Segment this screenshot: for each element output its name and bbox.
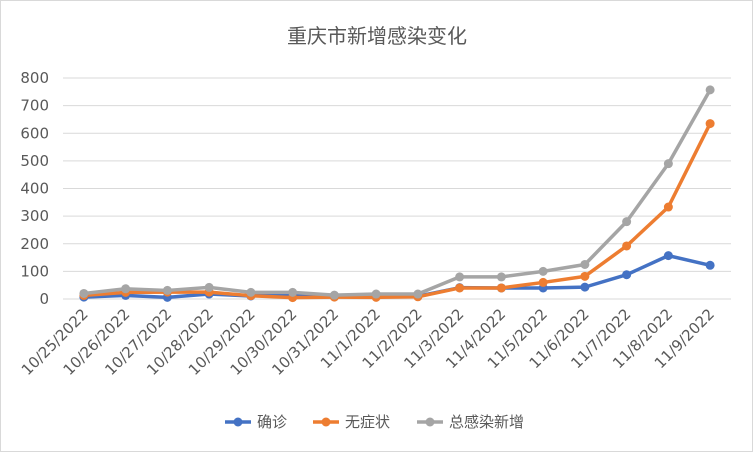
data-point xyxy=(496,272,506,282)
data-point xyxy=(705,119,715,129)
legend-item: 总感染新增 xyxy=(417,413,524,431)
legend-swatch-marker xyxy=(321,417,331,427)
series-line xyxy=(82,121,712,300)
data-point xyxy=(246,287,256,297)
legend: 确诊 无症状 总感染新增 xyxy=(225,413,524,431)
data-point xyxy=(622,270,632,280)
y-axis-ticks: 0 100 200 300 400 500 600 700 800 xyxy=(20,69,49,308)
y-tick-label: 600 xyxy=(20,124,49,142)
y-tick-label: 0 xyxy=(39,290,49,308)
y-tick-label: 400 xyxy=(20,180,49,198)
legend-label: 确诊 xyxy=(257,413,287,431)
data-point xyxy=(413,289,423,299)
data-point xyxy=(204,282,214,292)
data-point xyxy=(580,271,590,281)
legend-label: 总感染新增 xyxy=(449,413,524,431)
legend-swatch-marker xyxy=(425,417,435,427)
legend-item: 确诊 xyxy=(225,413,287,431)
y-tick-label: 300 xyxy=(20,207,49,225)
data-point xyxy=(538,266,548,276)
data-point xyxy=(663,251,673,261)
y-tick-label: 200 xyxy=(20,235,49,253)
data-point xyxy=(455,283,465,293)
data-point xyxy=(162,285,172,295)
y-tick-label: 100 xyxy=(20,262,49,280)
data-point xyxy=(79,288,89,298)
series-3 xyxy=(79,85,715,300)
data-point xyxy=(663,159,673,169)
data-point xyxy=(538,277,548,287)
y-tick-label: 500 xyxy=(20,152,49,170)
data-point xyxy=(455,272,465,282)
data-point xyxy=(663,202,673,212)
series-layer xyxy=(79,85,715,303)
data-point xyxy=(371,289,381,299)
data-point xyxy=(496,283,506,293)
grid-layer xyxy=(63,77,731,300)
data-point xyxy=(580,282,590,292)
data-point xyxy=(622,241,632,251)
data-point xyxy=(121,284,131,294)
legend-swatch-marker xyxy=(233,417,243,427)
data-point xyxy=(288,287,298,297)
y-tick-label: 700 xyxy=(20,97,49,115)
chart-title: 重庆市新增感染变化 xyxy=(287,24,467,48)
y-tick-label: 800 xyxy=(20,69,49,87)
data-point xyxy=(329,290,339,300)
legend-label: 无症状 xyxy=(345,413,390,431)
data-point xyxy=(705,85,715,95)
data-point xyxy=(705,260,715,270)
legend-item: 无症状 xyxy=(313,413,390,431)
series-line xyxy=(82,88,712,297)
data-point xyxy=(622,217,632,227)
series-2 xyxy=(79,119,715,303)
data-point xyxy=(580,259,590,269)
x-axis-ticks: 10/25/202210/26/202210/27/202210/28/2022… xyxy=(18,305,718,379)
